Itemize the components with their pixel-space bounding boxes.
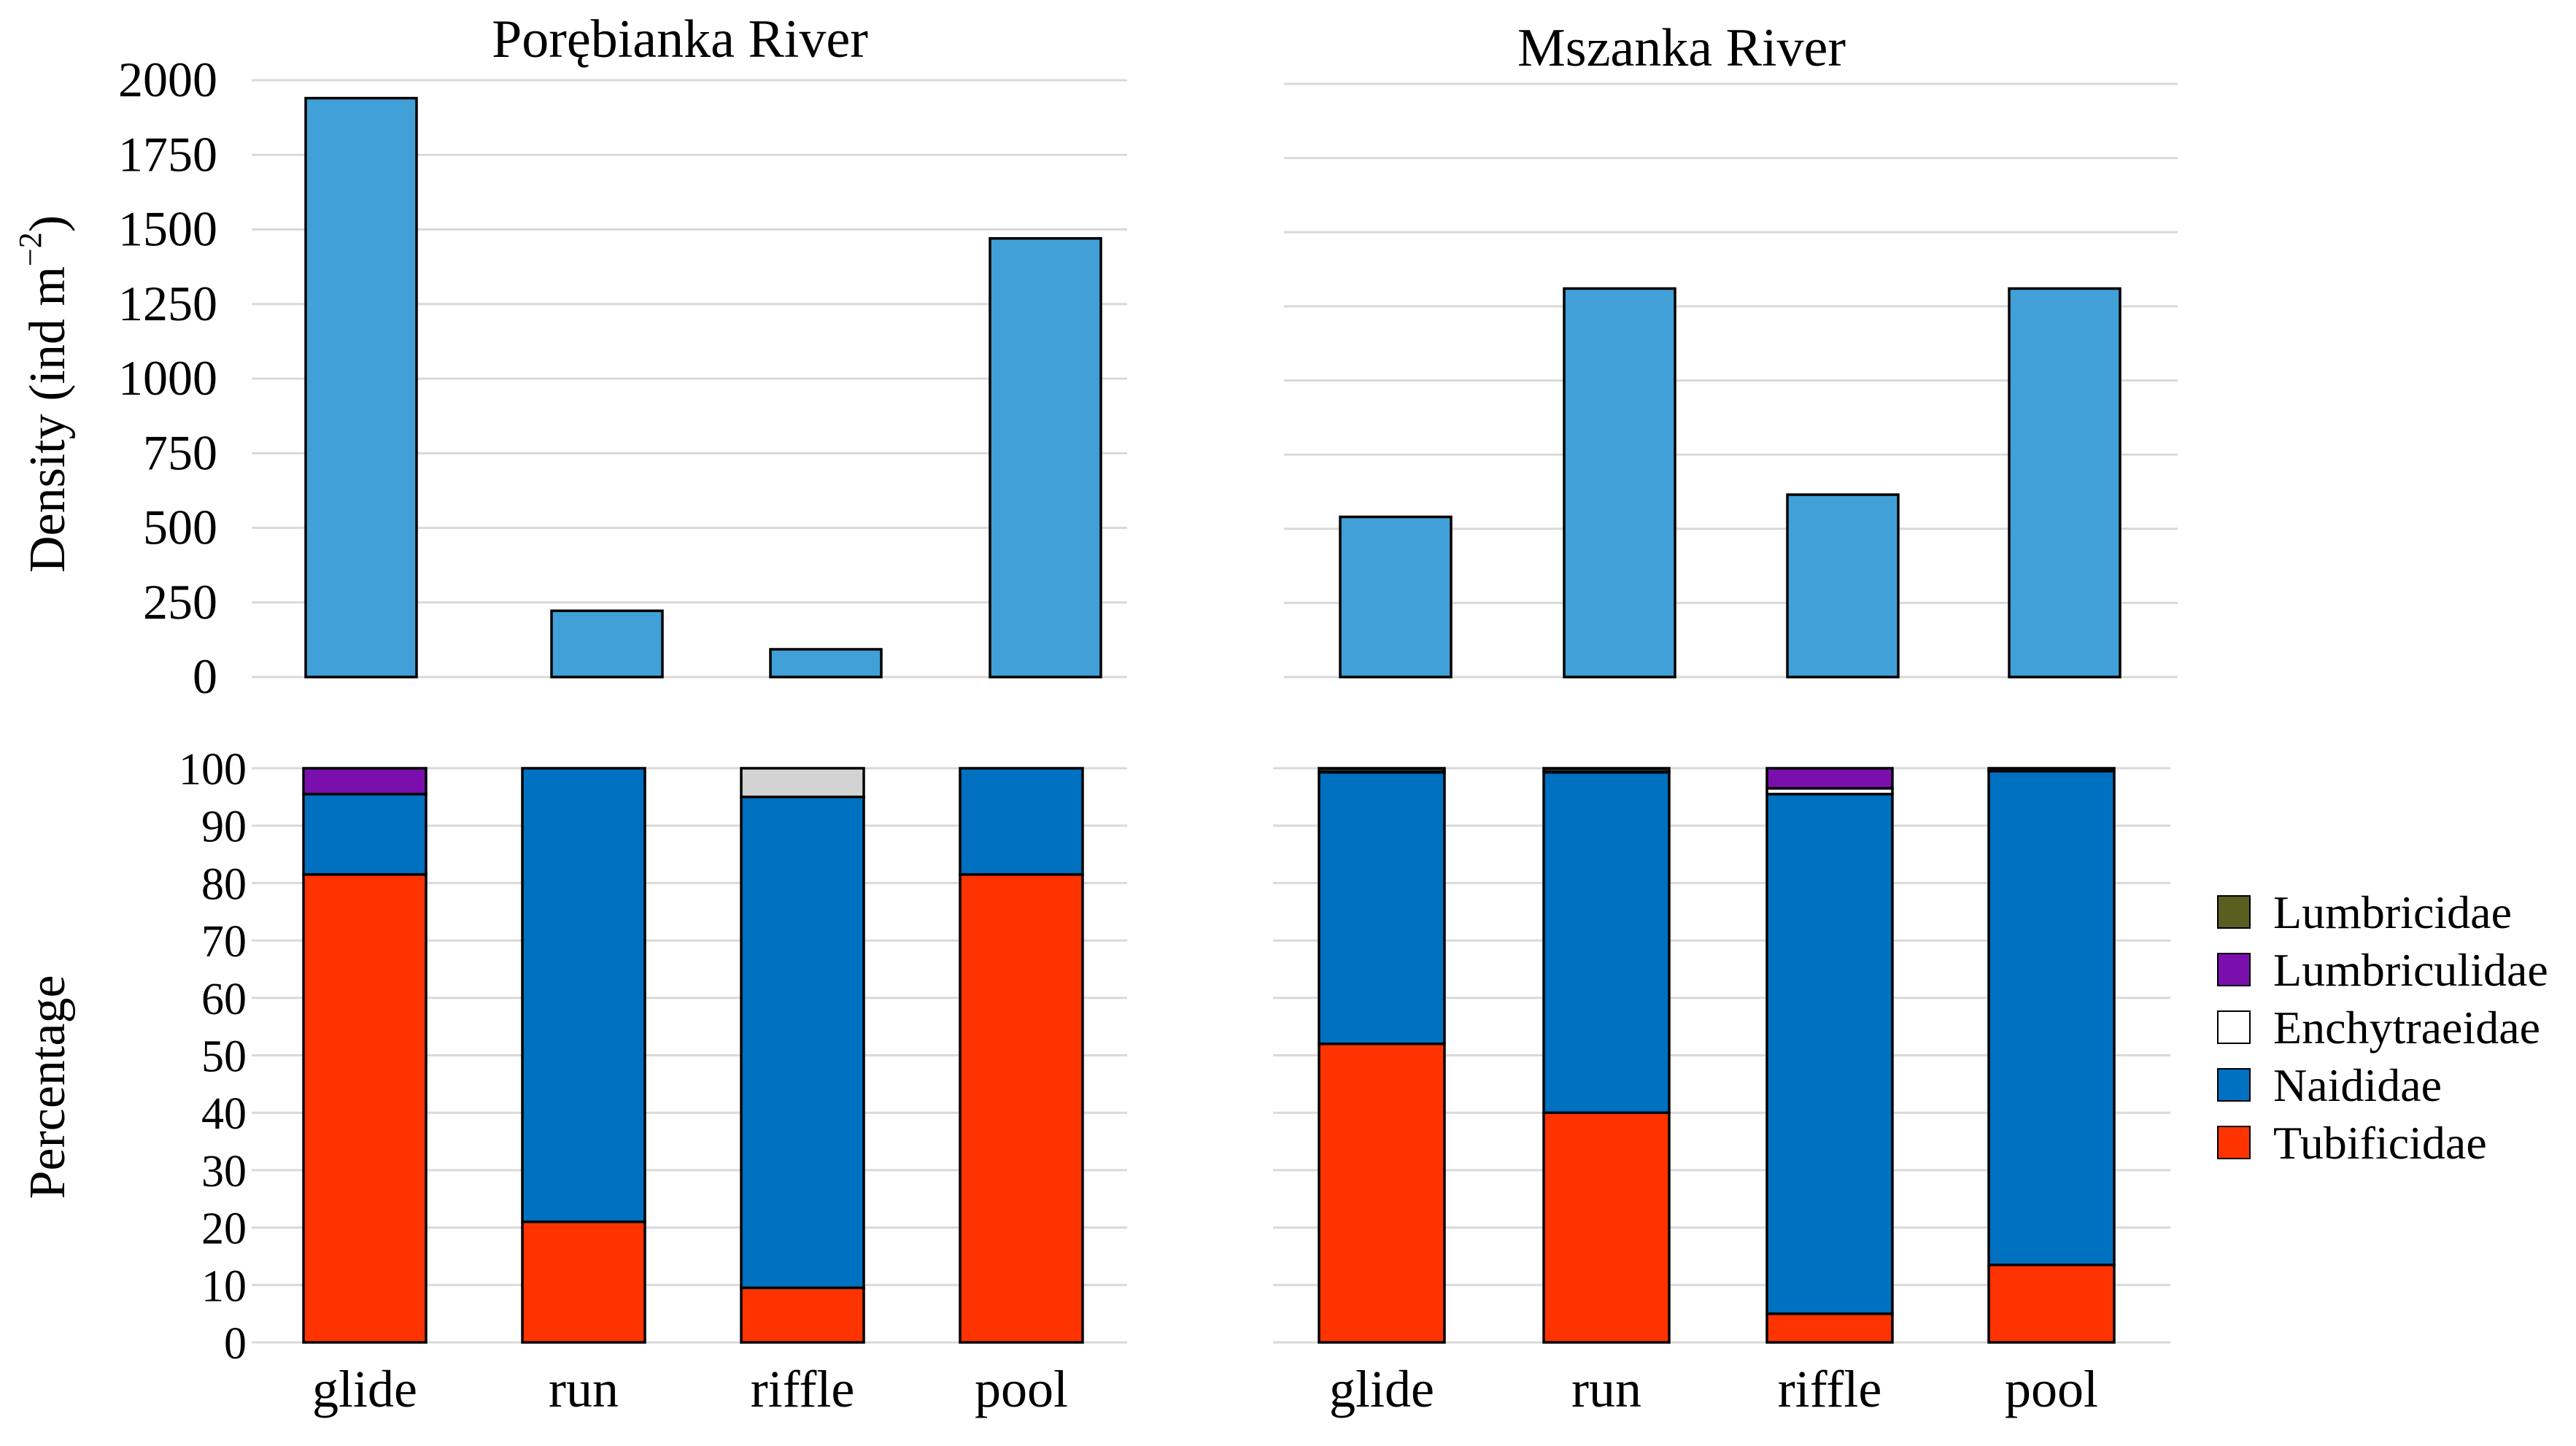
y-tick-label: 750 [143,425,217,480]
y-tick-label: 1250 [118,276,217,331]
bar-run [550,609,664,678]
bar-segment-tubificidae-pool [959,873,1084,1344]
bar-segment-naididae-pool [1987,770,2116,1267]
y-tick-label: 0 [193,649,217,704]
legend-label-lumbricidae: Lumbricidae [2273,886,2512,938]
bar-riffle [1786,493,1900,678]
y-tick-label: 50 [201,1032,247,1082]
x-tick-label-riffle: riffle [751,1360,855,1418]
y-tick-label: 30 [201,1147,247,1196]
panel-percentage-porebianka: 0 10 20 30 40 50 60 70 80 90 100 glide run riffle pool [179,745,1127,1418]
x-tick-label-riffle: riffle [1778,1360,1882,1418]
bar-segment-naididae-run [521,767,646,1223]
y-tick-label: 1750 [118,126,217,182]
bar-segment-tubificidae-riffle [1765,1312,1894,1344]
legend-label-lumbriculidae: Lumbriculidae [2273,944,2548,996]
legend-label-naididae: Naididae [2273,1059,2442,1111]
bar-run [1563,287,1676,678]
y-tick-label: 10 [201,1261,247,1311]
bar-segment-lumbricidae-run [1542,767,1671,774]
y-tick-label: 1000 [118,350,217,406]
bar-segment-naididae-run [1542,770,1671,1114]
legend: Lumbricidae Lumbriculidae Enchytraeidae Nai… [2217,886,2548,1169]
legend-label-enchytraeidae: Enchytraeidae [2273,1002,2540,1053]
legend-swatch-lumbriculidae [2217,953,2251,986]
y-tick-label: 100 [179,745,247,794]
bar-segment-tubificidae-pool [1987,1264,2116,1344]
bar-segment-tubificidae-glide [1318,1043,1446,1344]
bar-segment-naididae-riffle [1765,792,1894,1315]
bar-segment-lumbricidae-pool [1987,767,2116,773]
x-tick-label-glide: glide [312,1360,417,1418]
bar-segment-naididae-glide [302,792,428,876]
bar-segment-lumbricidae-glide [1318,767,1446,774]
y-tick-label: 0 [224,1319,247,1369]
y-tick-label: 60 [201,975,247,1024]
x-tick-label-pool: pool [2005,1360,2098,1418]
y-tick-label: 500 [143,500,217,555]
y-axis-label-percentage: Percentage [20,975,76,1199]
legend-label-tubificidae: Tubificidae [2273,1117,2487,1169]
bar-segment-tubificidae-run [521,1220,646,1344]
y-axis-label-density: Density (ind m−2) [12,215,76,573]
y-tick-label: 20 [201,1205,247,1254]
bar-pool [2008,287,2121,678]
y-tick-label: 1500 [118,201,217,257]
panel-density-porebianka: 0 250 500 750 1000 1250 1500 1750 2000 [118,52,1127,704]
y-tick-label: 40 [201,1089,247,1139]
y-tick-label: 250 [143,574,217,630]
y-tick-label: 70 [201,917,247,967]
chart-title-porebianka: Porębianka River [492,9,868,69]
bar-segment-lumbriculidae-riffle [1765,767,1894,790]
bar-glide [304,96,418,678]
bar-segment-naididae-pool [959,767,1084,876]
y-tick-label: 90 [201,803,247,852]
panel-density-mszanka [1284,82,2178,678]
bar-segment-enchytraeidae-riffle [740,767,865,799]
bar-segment-lumbriculidae-glide [302,767,428,796]
bar-segment-tubificidae-run [1542,1111,1671,1344]
legend-swatch-tubificidae [2217,1126,2251,1159]
y-tick-label: 80 [201,859,247,909]
bar-pool [989,237,1102,678]
x-tick-label-glide: glide [1329,1360,1434,1418]
legend-swatch-naididae [2217,1068,2251,1102]
panel-percentage-mszanka: glide run riffle pool [1273,767,2170,1418]
bar-segment-tubificidae-glide [302,873,428,1344]
x-tick-label-run: run [1571,1360,1641,1418]
legend-swatch-lumbricidae [2217,895,2251,929]
bar-segment-naididae-glide [1318,770,1446,1045]
bar-segment-tubificidae-riffle [740,1286,865,1344]
bar-glide [1339,515,1453,678]
chart-title-mszanka: Mszanka River [1517,18,1846,78]
legend-swatch-enchytraeidae [2217,1010,2251,1044]
x-tick-label-pool: pool [975,1360,1068,1418]
bar-segment-naididae-riffle [740,795,865,1289]
bar-riffle [769,648,883,678]
y-tick-label: 2000 [118,52,217,107]
x-tick-label-run: run [549,1360,619,1418]
